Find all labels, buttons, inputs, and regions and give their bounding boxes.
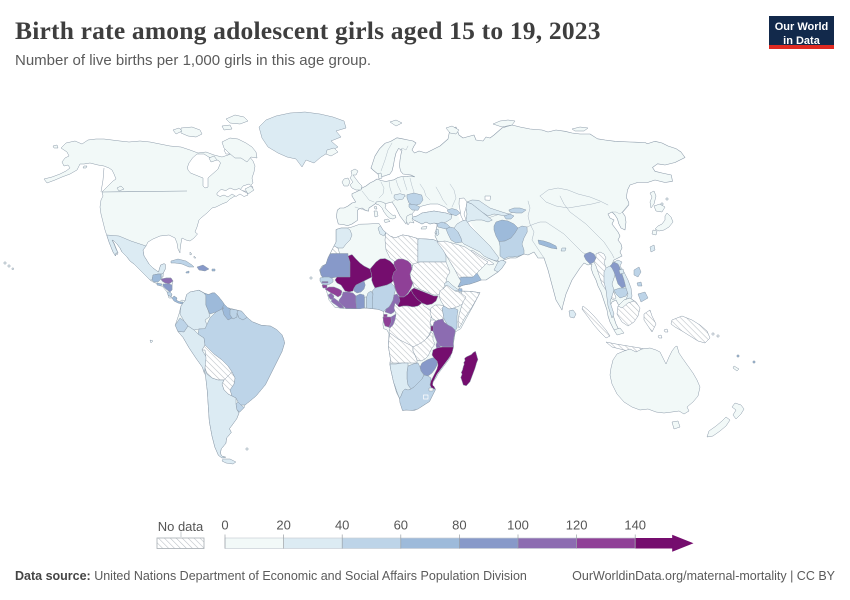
svg-text:120: 120 (566, 518, 588, 533)
svg-text:80: 80 (452, 518, 466, 533)
svg-text:20: 20 (276, 518, 290, 533)
svg-text:40: 40 (335, 518, 349, 533)
svg-text:100: 100 (507, 518, 529, 533)
svg-text:60: 60 (394, 518, 408, 533)
svg-text:0: 0 (221, 518, 228, 533)
svg-text:140: 140 (624, 518, 646, 533)
